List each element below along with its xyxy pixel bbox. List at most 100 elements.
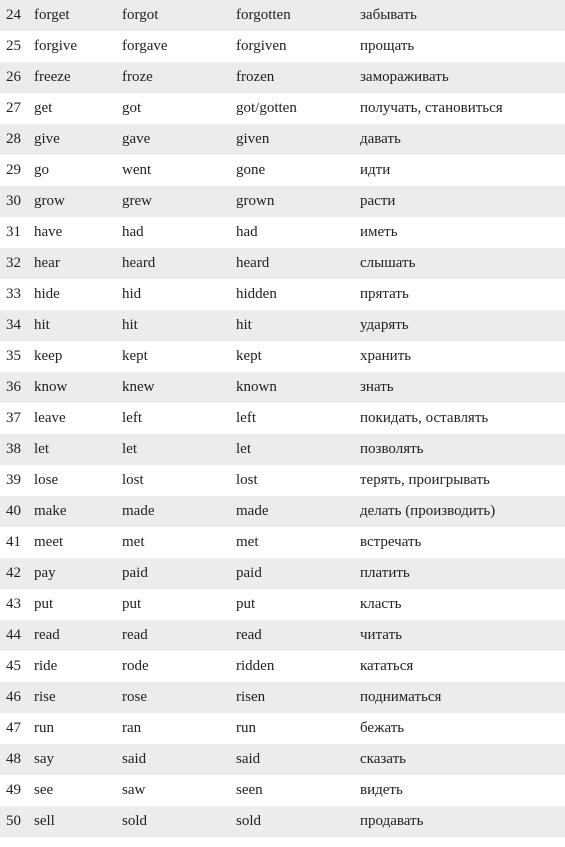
table-row: 50sellsoldsoldпродавать	[0, 806, 565, 837]
row-number: 46	[0, 682, 28, 713]
verb-base: meet	[28, 527, 116, 558]
verb-participle: frozen	[230, 62, 354, 93]
verb-base: have	[28, 217, 116, 248]
verb-past: saw	[116, 775, 230, 806]
verb-base: hide	[28, 279, 116, 310]
verb-participle: put	[230, 589, 354, 620]
verb-translation: подниматься	[354, 682, 565, 713]
verb-past: ran	[116, 713, 230, 744]
row-number: 48	[0, 744, 28, 775]
verb-past: froze	[116, 62, 230, 93]
table-row: 36knowknewknownзнать	[0, 372, 565, 403]
verb-base: run	[28, 713, 116, 744]
table-row: 45rideroderiddenкататься	[0, 651, 565, 682]
verb-past: got	[116, 93, 230, 124]
verb-translation: покидать, оставлять	[354, 403, 565, 434]
table-row: 25forgiveforgaveforgivenпрощать	[0, 31, 565, 62]
verb-participle: seen	[230, 775, 354, 806]
row-number: 34	[0, 310, 28, 341]
verb-translation: ударять	[354, 310, 565, 341]
verb-translation: иметь	[354, 217, 565, 248]
verb-participle: met	[230, 527, 354, 558]
table-row: 26freezefrozefrozenзамораживать	[0, 62, 565, 93]
row-number: 32	[0, 248, 28, 279]
verb-translation: позволять	[354, 434, 565, 465]
verb-base: get	[28, 93, 116, 124]
verb-past: made	[116, 496, 230, 527]
verb-past: knew	[116, 372, 230, 403]
verb-translation: давать	[354, 124, 565, 155]
verb-past: sold	[116, 806, 230, 837]
verb-base: leave	[28, 403, 116, 434]
verb-base: see	[28, 775, 116, 806]
table-row: 47runranrunбежать	[0, 713, 565, 744]
verb-participle: known	[230, 372, 354, 403]
verb-translation: получать, становиться	[354, 93, 565, 124]
verb-translation: хранить	[354, 341, 565, 372]
verb-base: put	[28, 589, 116, 620]
verb-past: hid	[116, 279, 230, 310]
verb-participle: forgiven	[230, 31, 354, 62]
verb-past: met	[116, 527, 230, 558]
verb-translation: кататься	[354, 651, 565, 682]
row-number: 47	[0, 713, 28, 744]
table-row: 49seesawseenвидеть	[0, 775, 565, 806]
row-number: 38	[0, 434, 28, 465]
verb-past: hit	[116, 310, 230, 341]
verb-translation: забывать	[354, 0, 565, 31]
verb-participle: made	[230, 496, 354, 527]
verb-translation: прощать	[354, 31, 565, 62]
table-row: 24forgetforgotforgottenзабывать	[0, 0, 565, 31]
table-row: 31havehadhadиметь	[0, 217, 565, 248]
table-row: 37leaveleftleftпокидать, оставлять	[0, 403, 565, 434]
verb-base: grow	[28, 186, 116, 217]
table-row: 42paypaidpaidплатить	[0, 558, 565, 589]
verb-base: rise	[28, 682, 116, 713]
verb-base: hit	[28, 310, 116, 341]
table-row: 27getgotgot/gottenполучать, становиться	[0, 93, 565, 124]
verb-past: paid	[116, 558, 230, 589]
verb-base: let	[28, 434, 116, 465]
verb-participle: lost	[230, 465, 354, 496]
verb-translation: продавать	[354, 806, 565, 837]
row-number: 36	[0, 372, 28, 403]
row-number: 35	[0, 341, 28, 372]
table-body: 24forgetforgotforgottenзабывать 25forgiv…	[0, 0, 565, 837]
table-row: 39loselostlostтерять, проигрывать	[0, 465, 565, 496]
verb-base: freeze	[28, 62, 116, 93]
table-row: 44readreadreadчитать	[0, 620, 565, 651]
verb-base: lose	[28, 465, 116, 496]
row-number: 49	[0, 775, 28, 806]
verb-translation: читать	[354, 620, 565, 651]
verb-base: hear	[28, 248, 116, 279]
table-row: 41meetmetmetвстречать	[0, 527, 565, 558]
verb-participle: heard	[230, 248, 354, 279]
verb-past: rose	[116, 682, 230, 713]
row-number: 40	[0, 496, 28, 527]
verb-participle: hit	[230, 310, 354, 341]
verb-base: read	[28, 620, 116, 651]
verb-base: forgive	[28, 31, 116, 62]
verb-participle: ridden	[230, 651, 354, 682]
verb-participle: let	[230, 434, 354, 465]
verb-past: rode	[116, 651, 230, 682]
verb-translation: класть	[354, 589, 565, 620]
row-number: 41	[0, 527, 28, 558]
verb-participle: kept	[230, 341, 354, 372]
verb-past: forgot	[116, 0, 230, 31]
verb-past: put	[116, 589, 230, 620]
table-row: 35keepkeptkeptхранить	[0, 341, 565, 372]
verb-base: know	[28, 372, 116, 403]
verb-participle: read	[230, 620, 354, 651]
verb-participle: risen	[230, 682, 354, 713]
verb-base: say	[28, 744, 116, 775]
verb-translation: платить	[354, 558, 565, 589]
table-row: 40makemademadeделать (производить)	[0, 496, 565, 527]
verb-past: left	[116, 403, 230, 434]
verb-base: ride	[28, 651, 116, 682]
row-number: 39	[0, 465, 28, 496]
irregular-verbs-table: 24forgetforgotforgottenзабывать 25forgiv…	[0, 0, 565, 837]
verb-past: said	[116, 744, 230, 775]
verb-participle: left	[230, 403, 354, 434]
verb-translation: идти	[354, 155, 565, 186]
